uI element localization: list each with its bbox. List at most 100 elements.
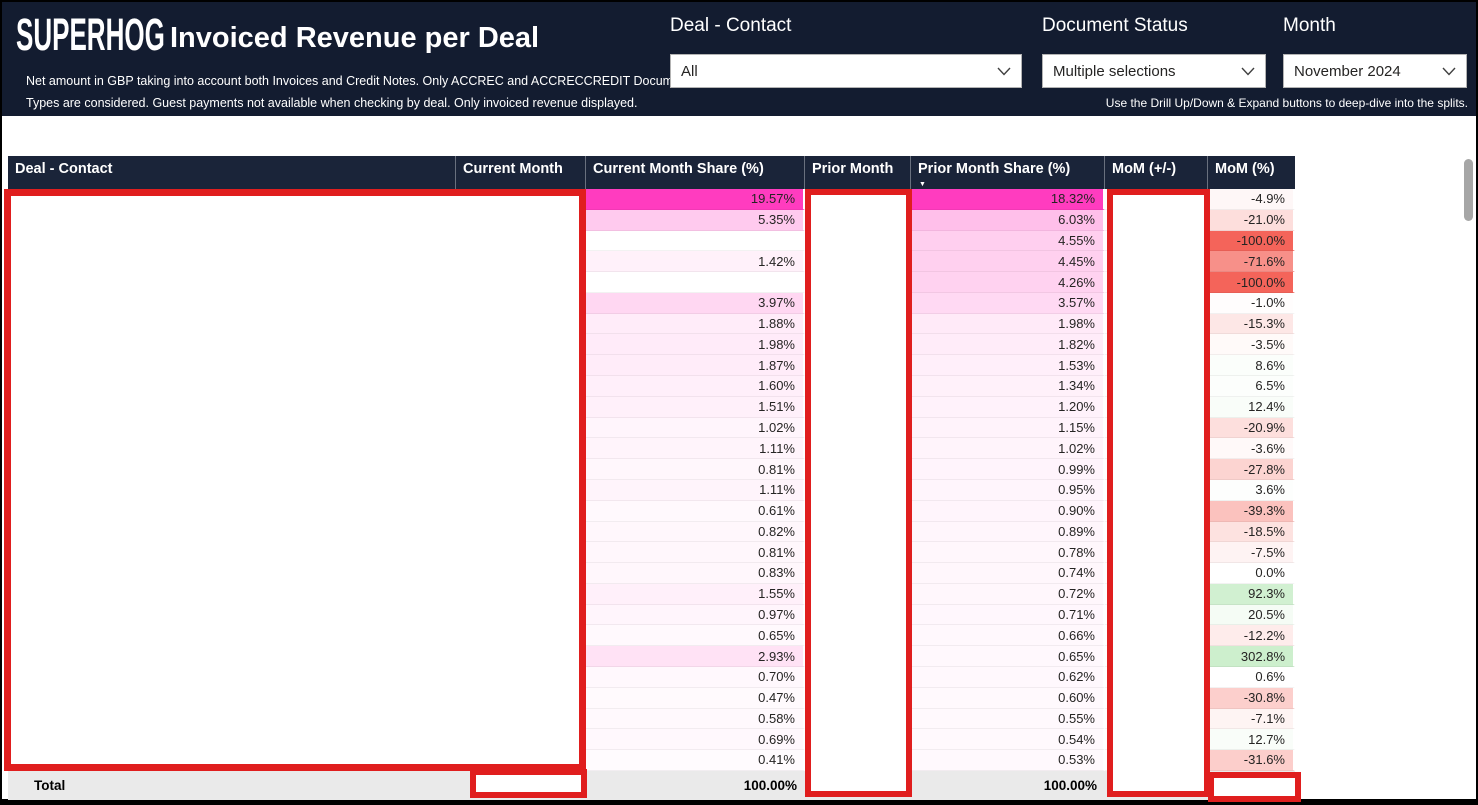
mom-pct-cell: 12.4% bbox=[1208, 396, 1295, 418]
redaction-box-mom-diff-column bbox=[1107, 189, 1210, 797]
redaction-box-mom-pct-total bbox=[1208, 772, 1301, 802]
vertical-scrollbar-thumb[interactable] bbox=[1464, 159, 1473, 221]
current-month-share-cell bbox=[586, 272, 805, 293]
mom-pct-cell: -39.3% bbox=[1208, 500, 1295, 522]
mom-pct-cell: -7.5% bbox=[1208, 542, 1295, 564]
redaction-box-deal-and-current-month bbox=[4, 189, 586, 771]
mom-pct-cell: -3.6% bbox=[1208, 438, 1295, 460]
mom-pct-cell: 302.8% bbox=[1208, 646, 1295, 667]
current-month-share-cell: 1.88% bbox=[586, 313, 805, 335]
current-month-share-cell: 0.61% bbox=[586, 500, 805, 522]
column-header-prior-month-share[interactable]: Prior Month Share (%) ▼ bbox=[911, 156, 1105, 189]
prior-month-share-cell: 0.66% bbox=[911, 625, 1105, 647]
prior-month-share-cell: 0.65% bbox=[911, 646, 1105, 667]
mom-pct-cell: -71.6% bbox=[1208, 251, 1295, 273]
mom-pct-cell: 3.6% bbox=[1208, 479, 1295, 501]
current-month-share-cell: 19.57% bbox=[586, 189, 805, 210]
mom-pct-cell: 20.5% bbox=[1208, 604, 1295, 626]
prior-month-share-cell: 0.90% bbox=[911, 500, 1105, 522]
subtitle-line-1: Net amount in GBP taking into account bo… bbox=[26, 74, 691, 88]
redaction-box-prior-month-column bbox=[805, 189, 912, 797]
mom-pct-cell: -27.8% bbox=[1208, 459, 1295, 480]
current-month-share-cell: 0.70% bbox=[586, 666, 805, 688]
current-month-share-cell: 0.41% bbox=[586, 750, 805, 771]
current-month-share-cell: 1.02% bbox=[586, 417, 805, 439]
current-month-share-cell: 1.11% bbox=[586, 479, 805, 501]
mom-pct-cell: -15.3% bbox=[1208, 313, 1295, 335]
prior-month-share-cell: 1.53% bbox=[911, 355, 1105, 377]
column-header-deal-contact[interactable]: Deal - Contact bbox=[8, 156, 456, 189]
current-month-share-cell: 1.42% bbox=[586, 251, 805, 273]
subtitle-line-2: Types are considered. Guest payments not… bbox=[26, 96, 638, 110]
mom-pct-cell: -18.5% bbox=[1208, 521, 1295, 543]
prior-month-share-cell: 0.53% bbox=[911, 750, 1105, 771]
column-header-mom-diff[interactable]: MoM (+/-) bbox=[1105, 156, 1208, 189]
current-month-share-cell: 0.81% bbox=[586, 542, 805, 564]
current-month-share-cell: 0.97% bbox=[586, 604, 805, 626]
document-status-filter-label: Document Status bbox=[1042, 15, 1188, 36]
mom-pct-cell: -20.9% bbox=[1208, 417, 1295, 439]
chevron-down-icon bbox=[997, 67, 1011, 76]
prior-month-share-cell: 0.54% bbox=[911, 729, 1105, 751]
prior-month-share-cell: 0.71% bbox=[911, 604, 1105, 626]
mom-pct-cell: 6.5% bbox=[1208, 376, 1295, 397]
current-month-share-cell: 0.81% bbox=[586, 459, 805, 480]
column-header-mom-pct[interactable]: MoM (%) bbox=[1208, 156, 1295, 189]
prior-month-share-cell: 3.57% bbox=[911, 292, 1105, 314]
mom-pct-cell: -3.5% bbox=[1208, 334, 1295, 356]
mom-pct-cell: -4.9% bbox=[1208, 189, 1295, 210]
chevron-down-icon bbox=[1442, 67, 1456, 76]
column-header-current-month[interactable]: Current Month bbox=[456, 156, 586, 189]
mom-pct-cell: -31.6% bbox=[1208, 750, 1295, 771]
current-month-share-cell: 1.55% bbox=[586, 583, 805, 605]
current-month-share-cell: 0.65% bbox=[586, 625, 805, 647]
mom-pct-cell: 92.3% bbox=[1208, 583, 1295, 605]
document-status-dropdown[interactable]: Multiple selections bbox=[1042, 54, 1266, 88]
column-header-prior-month[interactable]: Prior Month bbox=[805, 156, 911, 189]
current-month-share-cell: 2.93% bbox=[586, 646, 805, 667]
mom-pct-cell: -30.8% bbox=[1208, 687, 1295, 709]
current-month-share-cell: 3.97% bbox=[586, 292, 805, 314]
current-month-share-cell: 0.58% bbox=[586, 708, 805, 730]
mom-pct-cell: -21.0% bbox=[1208, 209, 1295, 231]
prior-month-share-cell: 18.32% bbox=[911, 189, 1105, 210]
total-prior-month-share: 100.00% bbox=[1043, 777, 1097, 793]
mom-pct-cell: -12.2% bbox=[1208, 625, 1295, 647]
prior-month-share-cell: 0.95% bbox=[911, 479, 1105, 501]
mom-pct-cell: 12.7% bbox=[1208, 729, 1295, 751]
mom-pct-cell: 0.6% bbox=[1208, 666, 1295, 688]
month-dropdown[interactable]: November 2024 bbox=[1283, 54, 1467, 88]
mom-pct-cell: 0.0% bbox=[1208, 563, 1295, 584]
column-header-current-month-share[interactable]: Current Month Share (%) bbox=[586, 156, 805, 189]
current-month-share-cell: 5.35% bbox=[586, 209, 805, 231]
table-header-row: Deal - Contact Current Month Current Mon… bbox=[8, 156, 1295, 189]
superhog-logo: SUPERHOG bbox=[16, 8, 165, 61]
deal-contact-filter-label: Deal - Contact bbox=[670, 15, 792, 36]
drill-hint: Use the Drill Up/Down & Expand buttons t… bbox=[1105, 96, 1468, 110]
prior-month-share-cell: 6.03% bbox=[911, 209, 1105, 231]
current-month-share-cell: 0.82% bbox=[586, 521, 805, 543]
prior-month-share-cell: 0.62% bbox=[911, 666, 1105, 688]
prior-month-share-cell: 4.26% bbox=[911, 272, 1105, 293]
current-month-share-cell: 1.98% bbox=[586, 334, 805, 356]
mom-pct-cell: 8.6% bbox=[1208, 355, 1295, 377]
chevron-down-icon bbox=[1241, 67, 1255, 76]
deal-contact-dropdown-value: All bbox=[681, 62, 698, 80]
current-month-share-cell: 0.69% bbox=[586, 729, 805, 751]
prior-month-share-cell: 0.89% bbox=[911, 521, 1105, 543]
deal-contact-dropdown[interactable]: All bbox=[670, 54, 1022, 88]
current-month-share-cell: 0.83% bbox=[586, 563, 805, 584]
sort-descending-icon: ▼ bbox=[919, 181, 926, 188]
current-month-share-cell: 0.47% bbox=[586, 687, 805, 709]
current-month-share-cell: 1.51% bbox=[586, 396, 805, 418]
page-title: Invoiced Revenue per Deal bbox=[170, 22, 540, 54]
report-header: SUPERHOG Invoiced Revenue per Deal Net a… bbox=[2, 2, 1476, 116]
prior-month-share-cell: 1.34% bbox=[911, 376, 1105, 397]
total-label: Total bbox=[34, 777, 66, 793]
mom-pct-cell: -100.0% bbox=[1208, 272, 1295, 293]
mom-pct-cell: -100.0% bbox=[1208, 230, 1295, 252]
prior-month-share-cell: 0.78% bbox=[911, 542, 1105, 564]
prior-month-share-cell: 1.15% bbox=[911, 417, 1105, 439]
prior-month-share-cell: 0.72% bbox=[911, 583, 1105, 605]
